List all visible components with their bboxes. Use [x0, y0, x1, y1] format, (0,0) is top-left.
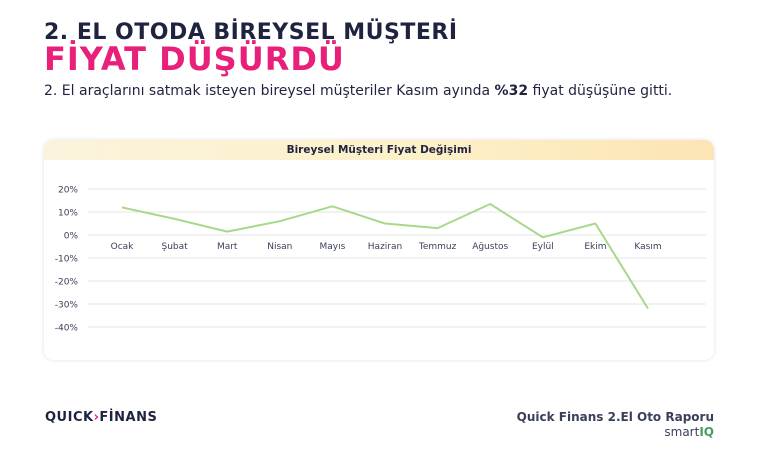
line-chart: 20% 10% 0% -10% -20% -30% -40% Ocak Şubat Mart Nis…: [55, 186, 706, 334]
y-tick-label: -20%: [55, 278, 79, 288]
logo-chevron-icon: ›: [93, 410, 100, 425]
x-tick-label: Ekim: [584, 242, 606, 252]
x-tick-label: Mayıs: [320, 242, 346, 252]
x-tick-label: Nisan: [267, 242, 292, 252]
quick-finans-logo: QUICK›FİNANS: [45, 410, 157, 425]
x-tick-label: Haziran: [368, 242, 402, 252]
x-tick-label: Eylül: [532, 242, 554, 252]
headline-main: FİYAT DÜŞÜRDÜ: [44, 40, 345, 78]
x-tick-label: Kasım: [634, 242, 661, 252]
chart-card: Bireysel Müşteri Fiyat Değişimi 20% 10% 0%…: [44, 140, 714, 360]
summary-text: 2. El araçlarını satmak isteyen bireysel…: [44, 82, 714, 101]
logo-finans: FİNANS: [99, 410, 158, 425]
y-tick-label: 10%: [58, 209, 78, 219]
x-tick-label: Mart: [217, 242, 238, 252]
series-line: [121, 203, 649, 310]
x-tick-label: Temmuz: [418, 242, 457, 252]
x-tick-label: Şubat: [162, 242, 189, 252]
brand-iq: IQ: [699, 425, 714, 439]
summary-pre: 2. El araçlarını satmak isteyen bireysel…: [44, 83, 495, 99]
summary-highlight: %32: [494, 83, 529, 99]
brand-smart: smart: [664, 425, 700, 439]
smartiq-logo: smartIQ: [664, 425, 714, 439]
y-tick-label: 20%: [58, 186, 78, 196]
summary-post: fiyat düşüşüne gitti.: [528, 83, 673, 99]
x-tick-label: Ağustos: [472, 242, 508, 252]
y-tick-label: -40%: [55, 324, 79, 334]
headline-top: 2. EL OTODA BİREYSEL MÜŞTERİ: [44, 20, 458, 45]
x-tick-label: Ocak: [111, 242, 135, 252]
y-tick-label: -10%: [55, 255, 79, 265]
y-tick-label: 0%: [64, 232, 79, 242]
report-title: Quick Finans 2.El Oto Raporu: [516, 410, 714, 424]
logo-quick: QUICK: [45, 410, 94, 425]
y-tick-label: -30%: [55, 301, 79, 311]
chart-title: Bireysel Müşteri Fiyat Değişimi: [44, 140, 714, 160]
